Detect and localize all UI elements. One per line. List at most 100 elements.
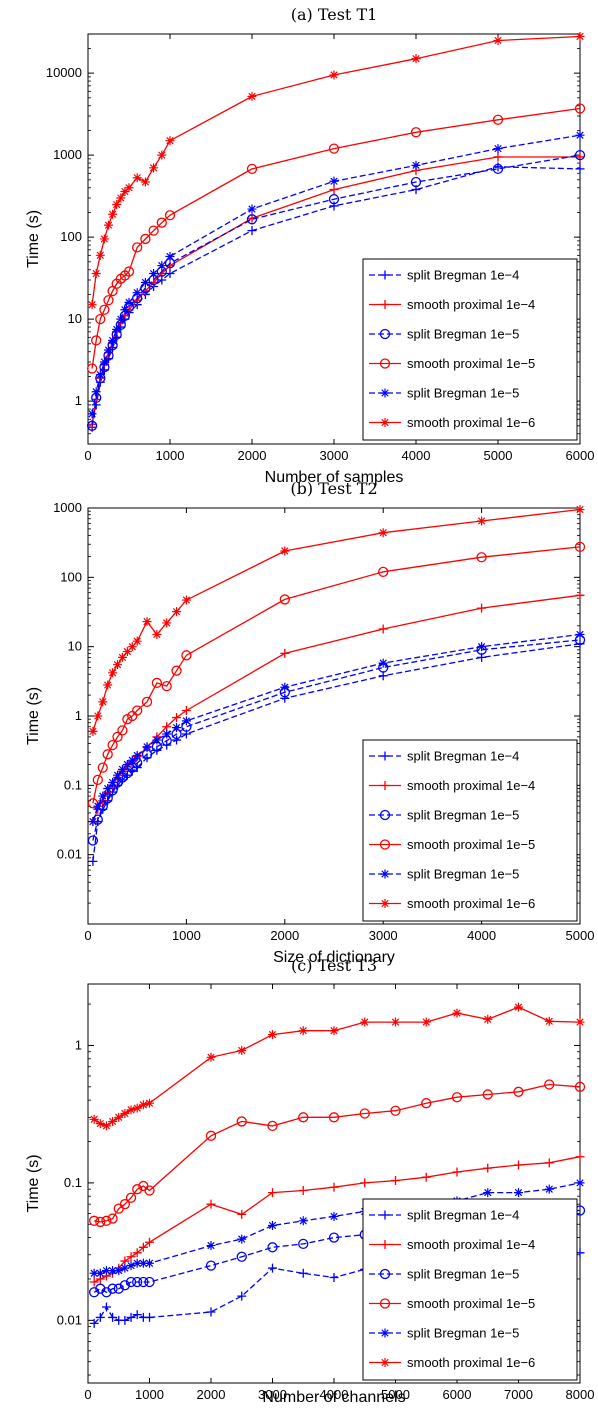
data-point [108,1266,118,1276]
legend-marker [380,751,390,761]
data-point [172,735,182,745]
data-point [101,1215,112,1226]
data-point [483,1163,493,1173]
data-point [87,300,97,310]
data-point [171,665,182,676]
data-point [126,1312,136,1322]
data-point [483,1188,493,1198]
data-point [493,152,503,162]
data-point [124,183,134,193]
data-point [236,1116,247,1127]
data-point [172,723,182,733]
series-line [94,1083,581,1223]
data-point [483,1014,493,1024]
data-point [452,1167,462,1177]
data-point [114,1112,124,1122]
legend-marker [380,418,390,427]
y-tick-label: 0.01 [57,847,82,862]
series-5 [87,130,585,419]
data-point [328,1112,340,1123]
data-point [298,1268,308,1278]
data-point [575,164,585,174]
data-point [138,1258,148,1268]
legend-label: split Bregman 1e−5 [407,386,519,401]
data-point [149,269,159,279]
y-tick-label: 1000 [53,500,82,515]
data-point [574,1081,586,1092]
data-point [181,650,192,661]
data-point [99,357,109,367]
data-point [378,658,388,668]
legend-marker [379,1268,391,1280]
data-point [120,305,130,315]
data-point [378,528,388,538]
x-tick-label: 2000 [270,928,299,943]
legend-label: smooth proximal 1e−4 [407,297,535,312]
data-point [544,1158,554,1168]
data-point [103,295,114,306]
x-tick-label: 1000 [135,1387,164,1402]
legend-label: smooth proximal 1e−5 [407,356,535,371]
data-point [89,1268,99,1278]
y-tick-label: 1 [75,708,82,723]
data-point [122,759,132,769]
data-point [132,1103,142,1113]
data-point [145,1258,154,1268]
data-point [132,1310,142,1320]
y-axis-label: Time (s) [25,210,42,268]
data-point [574,541,586,553]
x-tick-label: 4000 [467,928,496,943]
data-point [107,1213,118,1224]
data-point [267,1120,278,1132]
legend-marker [380,1210,390,1220]
data-point [247,226,257,236]
data-point [411,160,421,170]
legend: split Bregman 1e−4 smooth proximal 1e−4 sp… [362,739,578,922]
data-point [206,1307,216,1317]
legend-label: split Bregman 1e−4 [407,1208,519,1223]
data-point [492,114,504,125]
series-6 [89,1002,585,1131]
data-point [247,91,257,101]
data-point [298,1216,308,1226]
legend-label: smooth proximal 1e−4 [407,1237,535,1252]
x-tick-label: 5000 [566,928,595,943]
data-point [246,214,258,225]
legend-marker [380,1328,390,1338]
x-tick-label: 2000 [197,1387,226,1402]
x-tick-label: 7000 [504,1387,533,1402]
legend-box [362,739,578,922]
data-point [329,70,339,80]
data-point [95,1216,106,1228]
data-point [329,1182,339,1192]
y-tick-label: 1 [75,1037,82,1052]
legend-label: split Bregman 1e−5 [407,1326,519,1341]
y-tick-label: 10000 [46,65,82,80]
data-point [142,742,152,752]
x-tick-label: 1000 [156,448,185,463]
data-point [141,696,153,707]
data-point [298,1186,308,1196]
y-tick-label: 10 [68,639,82,654]
data-point [93,711,103,721]
data-point [132,242,143,253]
data-point [114,1266,124,1276]
data-point [237,1045,247,1055]
data-point [149,163,159,173]
data-point [88,817,98,827]
chart-title: (b) Test T2 [290,479,377,498]
legend-label: smooth proximal 1e−4 [407,778,535,793]
data-point [88,856,98,866]
data-point [86,420,98,431]
data-point [132,1276,143,1288]
data-point [91,269,101,279]
data-point [95,313,106,325]
data-point [124,297,134,307]
y-tick-label: 0.1 [64,777,82,792]
data-point [104,345,113,355]
y-axis-label: Time (s) [25,1154,42,1212]
chart-3: 0 1000 2000 3000 4000 5000 6000 7000 8000 0.01 0.1… [25,956,594,1406]
data-point [268,1030,277,1040]
data-point [280,648,290,658]
